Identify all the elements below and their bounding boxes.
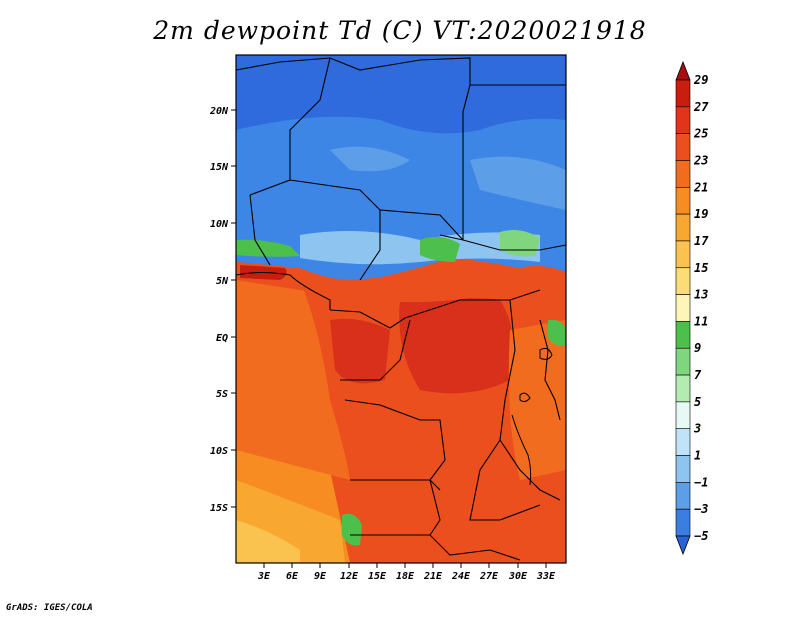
colorbar-swatch: [675, 321, 691, 349]
colorbar-label: 9: [694, 341, 701, 355]
lat-label: 5N: [216, 276, 229, 287]
south-coast-region: [236, 520, 300, 563]
colorbar-label: −5: [694, 529, 708, 543]
colorbar-label: 19: [694, 207, 708, 221]
lon-label: 15E: [368, 571, 387, 582]
colorbar-swatch: [675, 186, 691, 215]
lon-label: 33E: [536, 571, 556, 582]
colorbar-label: 1: [694, 449, 701, 463]
lat-label: 10S: [210, 446, 228, 457]
lon-label: 9E: [314, 571, 327, 582]
gabon-interior: [330, 318, 390, 384]
colorbar: 29 27 25 23 21 19 17 15 13 11 9 7 5 3 1 −1 −3 −5: [675, 60, 709, 556]
lat-tick: 10N: [210, 219, 236, 230]
colorbar-swatch: [675, 455, 691, 483]
congo-interior: [399, 295, 514, 394]
lon-label: 18E: [396, 571, 415, 582]
colorbar-swatch: [675, 79, 691, 108]
green-patch: [342, 513, 362, 546]
colorbar-swatch: [675, 482, 691, 510]
lon-label: 27E: [479, 571, 499, 582]
latitude-axis: 20N 15N 10N 5N EQ 5S 10S 15S: [209, 106, 236, 514]
colorbar-label: 11: [694, 314, 708, 328]
colorbar-label: 5: [694, 395, 701, 409]
map-frame: [235, 54, 567, 564]
country-borders: [236, 57, 566, 561]
coastal-strip: [236, 262, 566, 303]
lat-label: 15S: [210, 503, 228, 514]
lat-tick: 10S: [210, 446, 236, 457]
colorbar-swatch: [675, 267, 691, 295]
colorbar-swatch: [675, 133, 691, 161]
lat-label: 10N: [210, 219, 229, 230]
lon-label: 24E: [451, 571, 471, 582]
colorbar-swatch: [675, 213, 691, 242]
colorbar-label: 15: [694, 261, 708, 275]
lat-tick: 20N: [209, 106, 236, 117]
colorbar-swatch: [675, 508, 691, 537]
lat-tick: EQ: [216, 333, 236, 344]
colorbar-swatch: [675, 106, 691, 134]
colorbar-label: 23: [693, 153, 708, 167]
colorbar-label: 29: [693, 73, 708, 87]
colorbar-swatch: [675, 401, 691, 430]
colorbar-swatch: [675, 240, 691, 269]
colorbar-swatch: [675, 374, 691, 403]
colorbar-swatch: [675, 347, 691, 376]
east-highlands: [508, 320, 566, 480]
lon-label: 6E: [286, 571, 299, 582]
lon-label: 12E: [340, 571, 359, 582]
map-title: 2m dewpoint Td (C) VT:2020021918: [153, 16, 647, 45]
light-patch: [470, 156, 566, 210]
lakes: [511, 347, 553, 486]
lat-tick: 15S: [210, 503, 236, 514]
lon-label: 3E: [257, 571, 271, 582]
lat-tick: 5N: [216, 276, 236, 287]
colorbar-label: 25: [693, 127, 708, 141]
green-band: [420, 236, 460, 262]
green-patch: [548, 319, 566, 346]
dewpoint-field: [236, 55, 566, 563]
colorbar-bottom-arrow: [675, 535, 691, 556]
colorbar-label: 17: [694, 234, 709, 248]
lon-label: 30E: [508, 571, 528, 582]
colorbar-label: 21: [693, 180, 708, 194]
colorbar-swatch: [675, 428, 691, 456]
lat-tick: 15N: [210, 162, 236, 173]
colorbar-label: 7: [694, 368, 702, 382]
light-patch: [330, 146, 410, 172]
sahara-region: [236, 55, 566, 134]
colorbar-label: 27: [693, 100, 709, 114]
colorbar-label: 13: [694, 288, 708, 302]
colorbar-swatch: [675, 294, 691, 322]
longitude-axis: 3E 6E 9E 12E 15E 18E 21E 24E 27E 30E 33E: [257, 563, 556, 582]
lat-label: 5S: [216, 389, 228, 400]
lat-label: EQ: [216, 333, 228, 344]
colorbar-top-arrow: [675, 60, 691, 81]
colorbar-label: −1: [694, 475, 708, 489]
ocean-region: [236, 270, 350, 480]
green-band: [236, 239, 300, 257]
lat-tick: 5S: [216, 389, 236, 400]
grads-credit: GrADS: IGES/COLA: [6, 603, 93, 613]
lat-label: 15N: [210, 162, 229, 173]
lon-label: 21E: [423, 571, 443, 582]
lat-label: 20N: [209, 106, 229, 117]
colorbar-label: 3: [693, 422, 701, 436]
colorbar-swatch: [675, 160, 691, 188]
colorbar-label: −3: [694, 502, 708, 516]
